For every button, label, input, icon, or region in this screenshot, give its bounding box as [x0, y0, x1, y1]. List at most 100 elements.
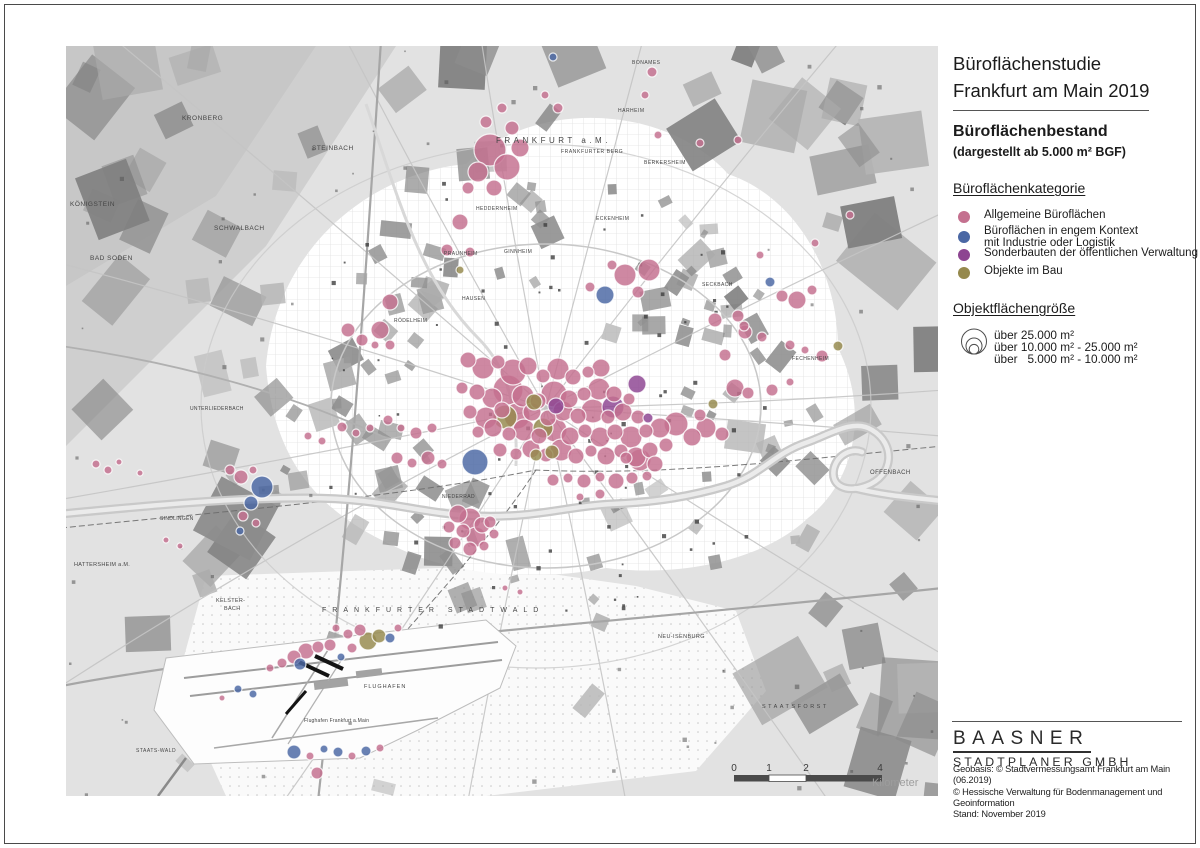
office-object-bubble	[642, 412, 654, 424]
office-object-bubble	[646, 455, 664, 473]
office-object-bubble	[548, 52, 558, 62]
office-object-bubble	[276, 657, 288, 669]
office-object-bubble	[235, 526, 245, 536]
svg-text:STAATSFORST: STAATSFORST	[762, 704, 829, 710]
river-main	[66, 103, 938, 521]
size-legend-line: über 10.000 m² - 25.000 m²	[994, 340, 1138, 354]
svg-text:HAUSEN: HAUSEN	[462, 296, 485, 302]
office-object-bubble	[493, 401, 511, 419]
office-object-bubble	[479, 115, 493, 129]
office-object-bubble	[440, 243, 454, 257]
office-object-bubble	[360, 745, 372, 757]
office-object-bubble	[806, 284, 818, 296]
credit-line: Stand: November 2019	[953, 809, 1046, 820]
office-object-bubble	[237, 510, 249, 522]
svg-text:OFFENBACH: OFFENBACH	[870, 470, 911, 476]
category-dot-icon	[958, 249, 970, 261]
office-object-bubble	[162, 536, 170, 544]
office-object-bubble	[576, 386, 592, 402]
office-object-bubble	[353, 623, 367, 637]
office-object-bubble	[546, 357, 570, 381]
office-object-bubble	[581, 365, 595, 379]
office-object-bubble	[384, 632, 396, 644]
office-object-bubble	[516, 588, 524, 596]
office-object-bubble	[638, 423, 654, 439]
office-object-bubble	[347, 751, 357, 761]
svg-text:HEDDERNHEIM: HEDDERNHEIM	[476, 206, 518, 212]
logo-line2: STADTPLANER GMBH	[953, 755, 1132, 769]
office-object-bubble	[233, 684, 243, 694]
size-legend-line: über 25.000 m²	[994, 328, 1075, 342]
office-object-bubble	[459, 351, 477, 369]
office-object-bubble	[540, 90, 550, 100]
office-object-bubble	[319, 744, 329, 754]
office-object-bubble	[488, 528, 500, 540]
svg-text:BACH: BACH	[224, 606, 240, 612]
svg-text:NEU-ISENBURG: NEU-ISENBURG	[658, 634, 705, 640]
credit-line: Geobasis: © Stadtvermessungsamt Frankfur…	[953, 764, 1171, 786]
office-object-bubble	[115, 458, 123, 466]
office-object-bubble	[448, 504, 468, 524]
office-object-bubble	[731, 309, 745, 323]
office-object-bubble	[529, 448, 543, 462]
office-object-bubble	[490, 354, 506, 370]
category-label: Objekte im Bau	[984, 265, 1063, 277]
office-object-bubble	[265, 663, 275, 673]
office-object-bubble	[764, 276, 776, 288]
category-label: Büroflächen in engem Kontext mit Industri…	[984, 225, 1139, 249]
office-object-bubble	[478, 540, 490, 552]
office-object-bubble	[595, 285, 615, 305]
office-object-bubble	[707, 312, 723, 328]
office-bubbles	[91, 52, 855, 780]
office-object-bubble	[707, 398, 719, 410]
office-object-bubble	[765, 383, 779, 397]
office-object-bubble	[584, 281, 596, 293]
section-heading: Büroflächenbestand	[953, 123, 1108, 140]
office-object-bubble	[336, 421, 348, 433]
office-object-bubble	[370, 320, 390, 340]
office-object-bubble	[510, 138, 530, 158]
office-object-bubble	[756, 331, 768, 343]
logo-line1: BAASNER	[953, 728, 1092, 753]
office-object-bubble	[323, 638, 337, 652]
office-object-bubble	[381, 293, 399, 311]
svg-text:FLUGHAFEN: FLUGHAFEN	[364, 684, 406, 690]
office-object-bubble	[436, 458, 448, 470]
office-object-bubble	[631, 285, 645, 299]
size-legend-line: über 5.000 m² - 10.000 m²	[994, 352, 1138, 366]
office-object-bubble	[451, 213, 469, 231]
office-object-bubble	[562, 472, 574, 484]
office-object-bubble	[461, 448, 489, 476]
svg-text:UNTERLIEDERBACH: UNTERLIEDERBACH	[190, 406, 244, 412]
office-object-bubble	[455, 381, 469, 395]
office-object-bubble	[455, 265, 465, 275]
svg-text:STAATS-WALD: STAATS-WALD	[136, 748, 176, 754]
svg-text:RÖDELHEIM: RÖDELHEIM	[394, 317, 427, 324]
office-object-bubble	[725, 378, 745, 398]
office-object-bubble	[420, 450, 436, 466]
office-object-bubble	[607, 472, 625, 490]
office-object-bubble	[384, 339, 396, 351]
scale-unit-label: Kilometer	[872, 777, 919, 789]
svg-text:FRANKFURT a.M.: FRANKFURT a.M.	[496, 136, 611, 145]
office-object-bubble	[787, 290, 807, 310]
size-heading: Objektflächengröße	[953, 300, 1076, 316]
office-object-bubble	[605, 385, 623, 403]
office-object-bubble	[560, 426, 580, 446]
svg-text:PRAUNHEIM: PRAUNHEIM	[444, 251, 478, 257]
office-object-bubble	[755, 250, 765, 260]
office-object-bubble	[426, 422, 438, 434]
office-object-bubble	[775, 289, 789, 303]
office-object-bubble	[544, 444, 560, 460]
office-object-bubble	[785, 377, 795, 387]
office-object-bubble	[567, 447, 585, 465]
category-label: Allgemeine Büroflächen	[984, 209, 1106, 221]
office-object-bubble	[718, 348, 732, 362]
office-object-bubble	[396, 423, 406, 433]
map-credits: Geobasis: © Stadtvermessungsamt Frankfur…	[953, 764, 1199, 820]
category-dot-icon	[958, 267, 970, 279]
office-object-bubble	[695, 138, 705, 148]
office-object-bubble	[370, 340, 380, 350]
svg-text:4: 4	[877, 763, 883, 774]
office-object-bubble	[641, 470, 653, 482]
